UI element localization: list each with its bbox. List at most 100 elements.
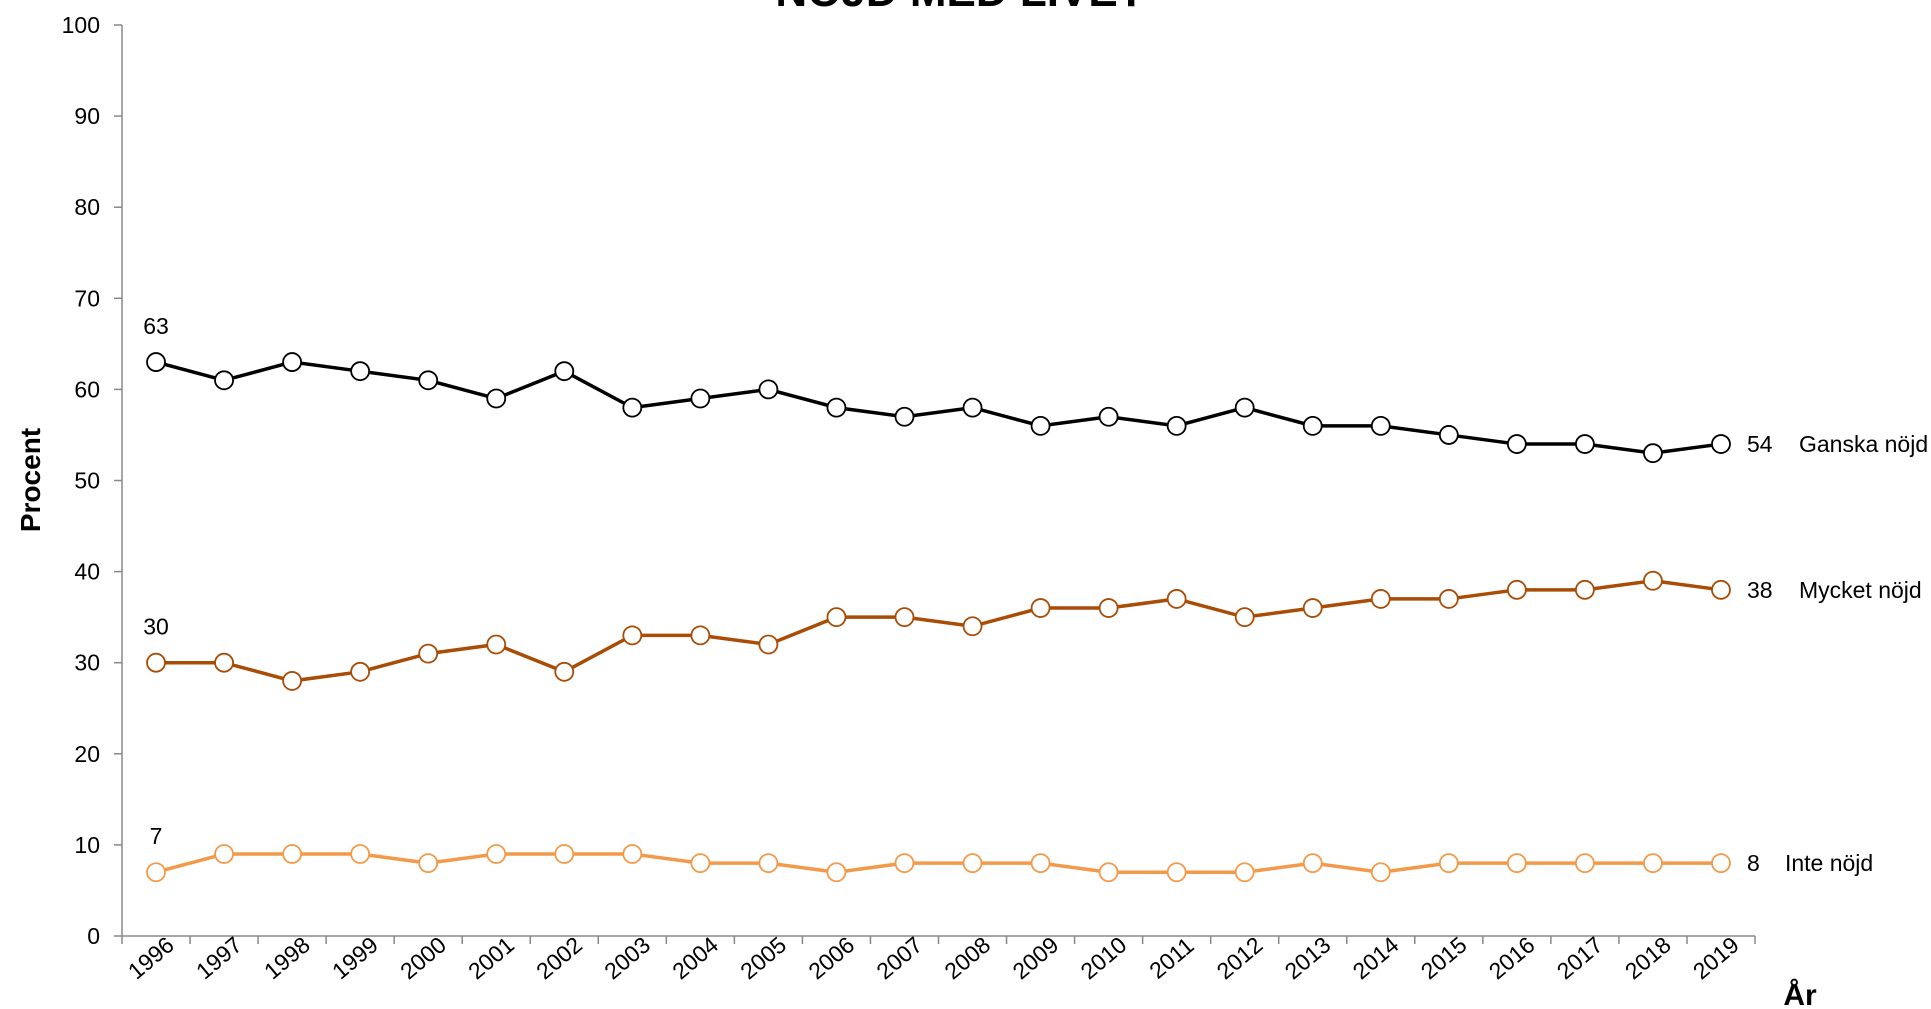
y-tick-label: 80	[74, 194, 100, 220]
data-label: 8	[1747, 850, 1760, 876]
y-tick-label: 20	[74, 741, 100, 767]
data-point	[282, 352, 303, 372]
x-tick-label: 2015	[1416, 931, 1472, 984]
data-point	[1098, 862, 1119, 883]
data-point	[758, 853, 779, 874]
data-point	[350, 361, 371, 382]
y-tick-label: 70	[74, 285, 100, 311]
y-tick-label: 50	[74, 468, 100, 494]
data-point	[1643, 443, 1663, 464]
data-point	[146, 652, 166, 673]
data-point	[1438, 853, 1459, 874]
x-tick-label: 2005	[735, 931, 791, 984]
data-point	[554, 361, 575, 382]
data-point	[1098, 406, 1119, 427]
data-label: 63	[143, 313, 169, 339]
data-point	[1506, 579, 1527, 600]
data-point	[1030, 853, 1051, 874]
data-point	[282, 844, 303, 864]
legend-label: Inte nöjd	[1785, 850, 1873, 876]
data-point	[486, 388, 507, 409]
data-point	[1643, 853, 1663, 874]
x-tick-label: 2010	[1076, 931, 1132, 984]
data-point	[690, 388, 711, 409]
data-point	[1166, 415, 1187, 436]
data-point	[1574, 579, 1595, 600]
data-point	[486, 844, 507, 864]
data-label: 54	[1747, 431, 1773, 457]
data-point	[622, 625, 643, 646]
x-tick-label: 2016	[1484, 931, 1540, 984]
y-axis-label: Procent	[15, 428, 46, 532]
x-tick-label: 2000	[395, 931, 451, 984]
data-point	[690, 853, 711, 874]
x-tick-label: 2002	[531, 931, 587, 984]
data-point	[554, 844, 575, 864]
data-point	[554, 661, 575, 682]
x-tick-label: 1996	[123, 931, 179, 984]
data-label: 38	[1747, 577, 1773, 603]
x-axis-label: År	[1783, 979, 1817, 1009]
data-point	[282, 671, 303, 691]
data-point	[1030, 415, 1051, 436]
data-point	[962, 853, 983, 874]
data-point	[350, 844, 371, 864]
data-point	[894, 607, 915, 628]
data-point	[962, 397, 983, 418]
x-tick-label: 2003	[599, 931, 655, 984]
data-point	[486, 634, 507, 655]
data-point	[350, 661, 371, 682]
x-tick-label: 1998	[259, 931, 315, 984]
data-point	[622, 844, 643, 864]
chart-title: NÖJD MED LIVET	[775, 0, 1144, 16]
data-point	[622, 397, 643, 418]
data-point	[894, 406, 915, 427]
x-tick-label: 1999	[327, 931, 383, 984]
data-point	[1438, 425, 1459, 445]
y-tick-label: 60	[74, 376, 100, 402]
data-point	[418, 370, 439, 391]
x-tick-label: 2012	[1212, 931, 1268, 984]
x-tick-label: 2008	[939, 931, 995, 984]
y-tick-label: 30	[74, 650, 100, 676]
data-point	[758, 634, 779, 655]
x-tick-label: 2017	[1552, 931, 1608, 984]
data-point	[418, 853, 439, 874]
data-point	[146, 352, 166, 372]
data-point	[1370, 415, 1391, 436]
x-tick-label: 2018	[1620, 931, 1676, 984]
y-tick-label: 40	[74, 559, 100, 585]
x-tick-label: 2001	[463, 931, 519, 984]
data-point	[146, 862, 166, 883]
y-tick-label: 0	[87, 923, 100, 949]
x-tick-label: 2006	[803, 931, 859, 984]
legend-label: Ganska nöjd	[1799, 431, 1928, 457]
series-line	[155, 360, 1722, 455]
y-tick-label: 90	[74, 103, 100, 129]
x-tick-label: 2007	[871, 931, 927, 984]
data-point	[1506, 853, 1527, 874]
data-point	[1711, 434, 1731, 454]
data-point	[214, 652, 234, 673]
y-tick-label: 100	[62, 12, 100, 38]
data-point	[1302, 415, 1323, 436]
data-point	[1711, 579, 1731, 600]
series-line	[155, 852, 1721, 874]
y-tick-label: 10	[74, 832, 100, 858]
x-tick-label: 2011	[1144, 932, 1199, 984]
data-point	[1370, 862, 1391, 883]
data-point	[1438, 589, 1459, 609]
x-tick-label: 2019	[1688, 931, 1744, 984]
data-point	[1302, 853, 1323, 874]
data-point	[1506, 434, 1527, 454]
data-point	[826, 862, 847, 883]
x-tick-label: 2013	[1280, 931, 1336, 984]
data-point	[894, 853, 915, 874]
data-point	[1234, 397, 1255, 418]
data-point	[758, 379, 779, 400]
legend-label: Mycket nöjd	[1799, 577, 1922, 603]
data-point	[690, 625, 711, 646]
x-tick-label: 2004	[667, 931, 723, 984]
data-point	[1711, 853, 1731, 874]
